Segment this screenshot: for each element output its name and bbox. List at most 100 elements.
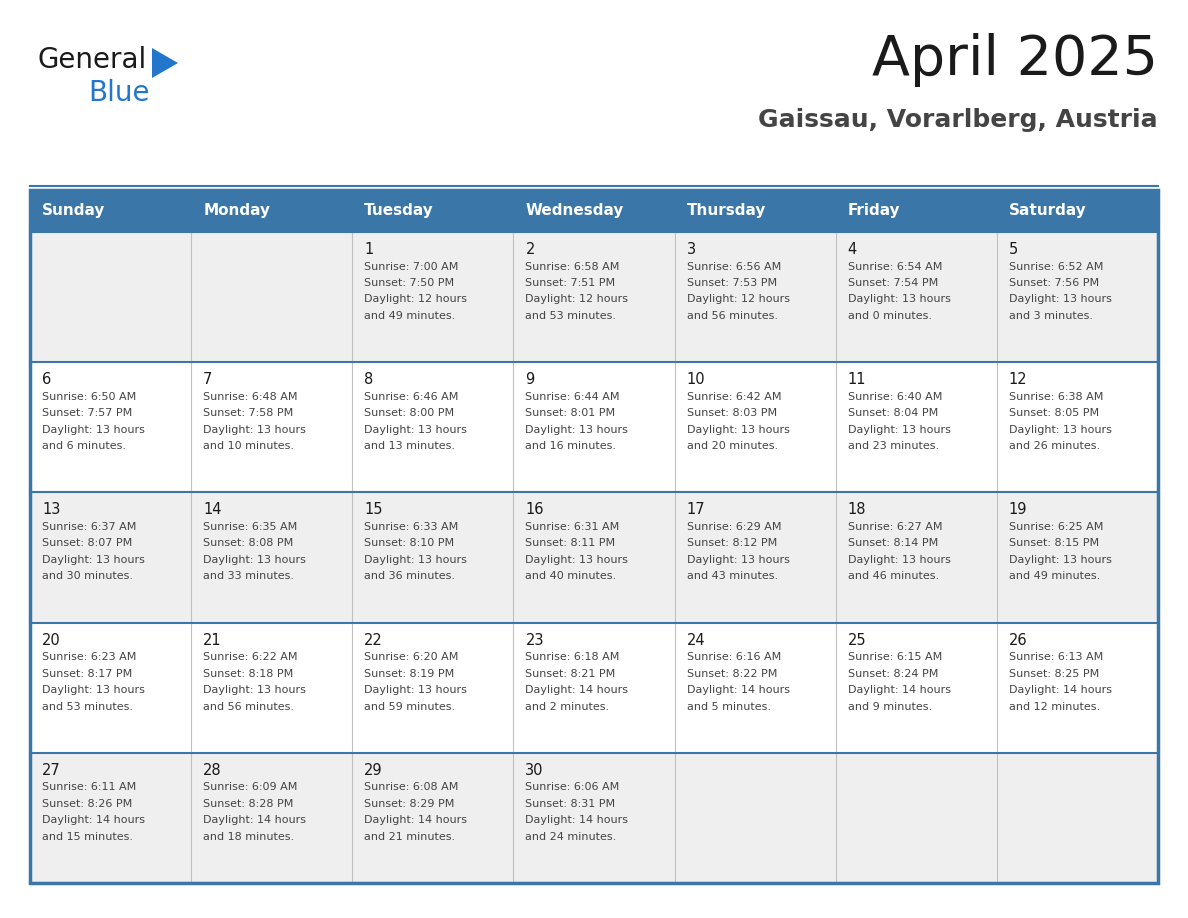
Text: and 24 minutes.: and 24 minutes. xyxy=(525,832,617,842)
Text: Sunset: 8:10 PM: Sunset: 8:10 PM xyxy=(365,538,455,548)
Bar xyxy=(30,492,1158,622)
Text: 30: 30 xyxy=(525,763,544,778)
Text: and 33 minutes.: and 33 minutes. xyxy=(203,571,295,581)
Text: Thursday: Thursday xyxy=(687,204,766,218)
Bar xyxy=(30,232,1158,363)
Text: and 3 minutes.: and 3 minutes. xyxy=(1009,311,1093,321)
Text: 18: 18 xyxy=(848,502,866,518)
Text: 15: 15 xyxy=(365,502,383,518)
Text: Sunset: 8:28 PM: Sunset: 8:28 PM xyxy=(203,799,293,809)
Text: Daylight: 13 hours: Daylight: 13 hours xyxy=(1009,554,1112,565)
Text: Daylight: 14 hours: Daylight: 14 hours xyxy=(525,815,628,825)
Text: and 49 minutes.: and 49 minutes. xyxy=(365,311,455,321)
Text: and 9 minutes.: and 9 minutes. xyxy=(848,701,931,711)
Text: Sunset: 8:07 PM: Sunset: 8:07 PM xyxy=(42,538,132,548)
Text: Sunrise: 6:56 AM: Sunrise: 6:56 AM xyxy=(687,262,781,272)
Text: Daylight: 14 hours: Daylight: 14 hours xyxy=(687,685,790,695)
Text: and 40 minutes.: and 40 minutes. xyxy=(525,571,617,581)
Text: 22: 22 xyxy=(365,633,383,647)
Text: Daylight: 13 hours: Daylight: 13 hours xyxy=(365,554,467,565)
Text: Sunset: 8:08 PM: Sunset: 8:08 PM xyxy=(203,538,293,548)
Text: Sunrise: 6:52 AM: Sunrise: 6:52 AM xyxy=(1009,262,1104,272)
Text: and 56 minutes.: and 56 minutes. xyxy=(203,701,295,711)
Text: 29: 29 xyxy=(365,763,383,778)
Text: Sunset: 8:25 PM: Sunset: 8:25 PM xyxy=(1009,668,1099,678)
Text: Sunset: 8:21 PM: Sunset: 8:21 PM xyxy=(525,668,615,678)
Text: 19: 19 xyxy=(1009,502,1028,518)
Text: Sunset: 8:26 PM: Sunset: 8:26 PM xyxy=(42,799,132,809)
Text: and 2 minutes.: and 2 minutes. xyxy=(525,701,609,711)
Text: Sunrise: 6:11 AM: Sunrise: 6:11 AM xyxy=(42,782,137,792)
Text: Sunrise: 6:22 AM: Sunrise: 6:22 AM xyxy=(203,652,298,662)
Text: Sunrise: 6:23 AM: Sunrise: 6:23 AM xyxy=(42,652,137,662)
Text: Sunset: 7:51 PM: Sunset: 7:51 PM xyxy=(525,278,615,288)
Text: Sunset: 8:17 PM: Sunset: 8:17 PM xyxy=(42,668,132,678)
Text: Daylight: 14 hours: Daylight: 14 hours xyxy=(365,815,467,825)
Text: Sunset: 8:29 PM: Sunset: 8:29 PM xyxy=(365,799,455,809)
Text: 9: 9 xyxy=(525,372,535,387)
Text: Daylight: 13 hours: Daylight: 13 hours xyxy=(687,554,790,565)
Text: 10: 10 xyxy=(687,372,706,387)
Text: Sunrise: 6:20 AM: Sunrise: 6:20 AM xyxy=(365,652,459,662)
Text: Sunset: 7:54 PM: Sunset: 7:54 PM xyxy=(848,278,939,288)
Text: 20: 20 xyxy=(42,633,61,647)
Text: Sunset: 7:56 PM: Sunset: 7:56 PM xyxy=(1009,278,1099,288)
Text: 12: 12 xyxy=(1009,372,1028,387)
Text: Daylight: 13 hours: Daylight: 13 hours xyxy=(365,685,467,695)
Bar xyxy=(30,363,1158,492)
Text: General: General xyxy=(38,46,147,74)
Text: Wednesday: Wednesday xyxy=(525,204,624,218)
Text: and 36 minutes.: and 36 minutes. xyxy=(365,571,455,581)
Text: Sunrise: 6:44 AM: Sunrise: 6:44 AM xyxy=(525,392,620,402)
Text: 7: 7 xyxy=(203,372,213,387)
Text: Sunset: 8:18 PM: Sunset: 8:18 PM xyxy=(203,668,293,678)
Text: Sunset: 8:22 PM: Sunset: 8:22 PM xyxy=(687,668,777,678)
Text: and 49 minutes.: and 49 minutes. xyxy=(1009,571,1100,581)
Bar xyxy=(30,622,1158,753)
Text: Sunrise: 7:00 AM: Sunrise: 7:00 AM xyxy=(365,262,459,272)
Text: and 12 minutes.: and 12 minutes. xyxy=(1009,701,1100,711)
Text: 4: 4 xyxy=(848,242,857,257)
Text: 14: 14 xyxy=(203,502,222,518)
Text: and 15 minutes.: and 15 minutes. xyxy=(42,832,133,842)
Text: April 2025: April 2025 xyxy=(872,33,1158,87)
Text: and 18 minutes.: and 18 minutes. xyxy=(203,832,295,842)
Text: and 21 minutes.: and 21 minutes. xyxy=(365,832,455,842)
Text: Daylight: 13 hours: Daylight: 13 hours xyxy=(525,554,628,565)
Text: Sunday: Sunday xyxy=(42,204,106,218)
Text: Daylight: 13 hours: Daylight: 13 hours xyxy=(1009,425,1112,435)
Text: Daylight: 14 hours: Daylight: 14 hours xyxy=(42,815,145,825)
Text: Daylight: 13 hours: Daylight: 13 hours xyxy=(203,554,307,565)
Text: Daylight: 13 hours: Daylight: 13 hours xyxy=(203,685,307,695)
Text: Sunset: 7:50 PM: Sunset: 7:50 PM xyxy=(365,278,455,288)
Text: Sunrise: 6:27 AM: Sunrise: 6:27 AM xyxy=(848,522,942,532)
Text: Sunrise: 6:08 AM: Sunrise: 6:08 AM xyxy=(365,782,459,792)
Text: Daylight: 13 hours: Daylight: 13 hours xyxy=(848,425,950,435)
Text: Sunrise: 6:58 AM: Sunrise: 6:58 AM xyxy=(525,262,620,272)
Text: Gaissau, Vorarlberg, Austria: Gaissau, Vorarlberg, Austria xyxy=(758,108,1158,132)
Text: 23: 23 xyxy=(525,633,544,647)
Text: Daylight: 12 hours: Daylight: 12 hours xyxy=(365,295,467,305)
Text: Sunset: 8:01 PM: Sunset: 8:01 PM xyxy=(525,409,615,419)
Text: Daylight: 13 hours: Daylight: 13 hours xyxy=(848,554,950,565)
Text: Sunrise: 6:46 AM: Sunrise: 6:46 AM xyxy=(365,392,459,402)
Text: Sunset: 7:53 PM: Sunset: 7:53 PM xyxy=(687,278,777,288)
Text: Daylight: 13 hours: Daylight: 13 hours xyxy=(1009,295,1112,305)
Text: Sunset: 8:03 PM: Sunset: 8:03 PM xyxy=(687,409,777,419)
Text: and 13 minutes.: and 13 minutes. xyxy=(365,442,455,452)
Text: 26: 26 xyxy=(1009,633,1028,647)
Text: Sunrise: 6:29 AM: Sunrise: 6:29 AM xyxy=(687,522,781,532)
Text: Daylight: 14 hours: Daylight: 14 hours xyxy=(848,685,950,695)
Text: Sunset: 8:24 PM: Sunset: 8:24 PM xyxy=(848,668,939,678)
Text: 17: 17 xyxy=(687,502,706,518)
Text: 11: 11 xyxy=(848,372,866,387)
Text: and 53 minutes.: and 53 minutes. xyxy=(525,311,617,321)
Text: 5: 5 xyxy=(1009,242,1018,257)
Text: Sunrise: 6:31 AM: Sunrise: 6:31 AM xyxy=(525,522,620,532)
Text: Sunrise: 6:54 AM: Sunrise: 6:54 AM xyxy=(848,262,942,272)
Text: Saturday: Saturday xyxy=(1009,204,1087,218)
Text: 24: 24 xyxy=(687,633,706,647)
Text: Sunrise: 6:40 AM: Sunrise: 6:40 AM xyxy=(848,392,942,402)
Text: and 46 minutes.: and 46 minutes. xyxy=(848,571,939,581)
Text: Sunrise: 6:48 AM: Sunrise: 6:48 AM xyxy=(203,392,298,402)
